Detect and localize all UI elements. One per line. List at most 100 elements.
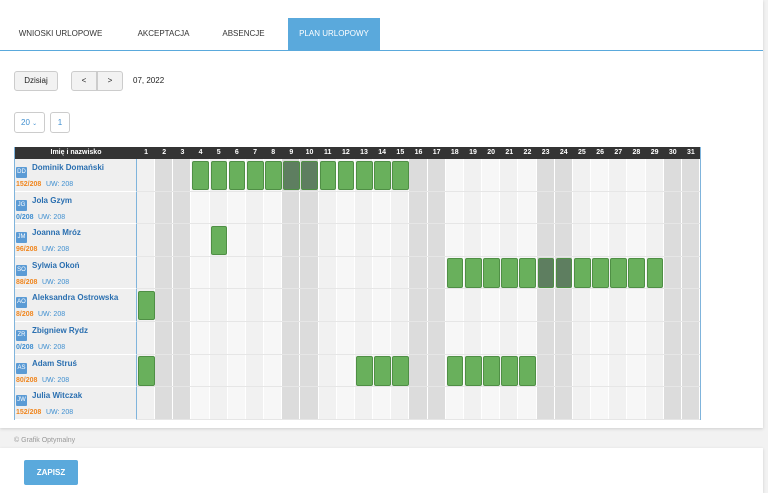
leave-block[interactable]: [355, 356, 373, 386]
employee-name[interactable]: Zbigniew Rydz: [32, 326, 88, 335]
save-card: [0, 448, 763, 493]
day-header: 26: [591, 147, 610, 159]
leave-block[interactable]: [501, 258, 518, 288]
day-header: 2: [155, 147, 174, 159]
leave-block[interactable]: [573, 258, 591, 288]
page-size[interactable]: 20 ⌄: [14, 112, 45, 133]
leave-block[interactable]: [210, 160, 228, 191]
day-header: 9: [282, 147, 301, 159]
today-button[interactable]: Dzisiaj: [14, 71, 58, 91]
used-days: 96/208: [16, 246, 38, 254]
tab[interactable]: AKCEPTACJA: [137, 29, 190, 38]
row-name-cell: [15, 159, 137, 192]
day-header: 14: [373, 147, 392, 159]
leave-block[interactable]: [501, 356, 518, 386]
leave-block[interactable]: [192, 160, 210, 191]
leave-limit: UW: 208: [46, 409, 74, 417]
leave-block[interactable]: [374, 356, 391, 386]
day-column: [282, 159, 301, 420]
day-header: 31: [681, 147, 700, 159]
leave-block[interactable]: [446, 258, 464, 288]
day-header: 30: [663, 147, 682, 159]
leave-block[interactable]: [319, 160, 337, 191]
employee-name[interactable]: Adam Struś: [32, 358, 77, 368]
row-line: [137, 288, 700, 290]
leave-block[interactable]: [301, 160, 319, 191]
row-line: [137, 418, 700, 420]
used-days: 80/208: [16, 376, 38, 384]
leave-block[interactable]: [392, 356, 409, 386]
leave-block[interactable]: [537, 258, 555, 288]
day-column: [227, 159, 246, 420]
day-column: [173, 159, 192, 420]
avatar: SO: [16, 264, 27, 276]
row-line: [137, 353, 700, 355]
tab[interactable]: WNIOSKI URLOPOWE: [18, 29, 103, 38]
leave-block[interactable]: [464, 356, 482, 386]
page-number[interactable]: 1: [50, 112, 70, 133]
employee-name[interactable]: Jola Gzym: [32, 195, 73, 205]
page-size-value: 20: [21, 118, 30, 127]
day-column: [627, 159, 646, 420]
day-column: [463, 159, 483, 420]
used-days: 152/208: [16, 409, 42, 417]
leave-block[interactable]: [228, 160, 246, 191]
leave-block[interactable]: [610, 258, 627, 288]
leave-block[interactable]: [246, 160, 264, 191]
leave-block[interactable]: [374, 160, 391, 191]
leave-block[interactable]: [646, 258, 664, 288]
employee-name[interactable]: Julia Witczak: [32, 391, 83, 401]
avatar: AS: [16, 362, 27, 374]
employee-name[interactable]: Aleksandra Ostrowska: [32, 293, 119, 303]
day-column: [572, 159, 592, 420]
leave-block[interactable]: [355, 160, 373, 191]
employee-name[interactable]: Joanna Mróz: [32, 228, 81, 238]
leave-limit: UW: 208: [42, 246, 70, 254]
day-header: 22: [518, 147, 537, 159]
day-header: 18: [445, 147, 464, 159]
leave-block[interactable]: [592, 258, 609, 288]
row-name-cell: [15, 289, 137, 322]
next-button[interactable]: >: [97, 71, 123, 91]
leave-block[interactable]: [483, 356, 500, 386]
day-column: [518, 159, 537, 420]
leave-block[interactable]: [483, 258, 500, 288]
prev-button[interactable]: <: [71, 71, 97, 91]
employee-name[interactable]: Sylwia Okoń: [32, 260, 80, 270]
tab[interactable]: ABSENCJE: [222, 29, 265, 38]
used-days: 8/208: [16, 311, 34, 319]
leave-limit: UW: 208: [38, 344, 66, 351]
leave-block[interactable]: [265, 160, 282, 191]
leave-block[interactable]: [210, 225, 228, 256]
day-column: [500, 159, 519, 420]
leave-block[interactable]: [464, 258, 482, 288]
leave-block[interactable]: [519, 258, 537, 288]
avatar: ZR: [16, 330, 27, 341]
day-column: [645, 159, 664, 420]
leave-block[interactable]: [138, 356, 155, 386]
leave-block[interactable]: [628, 258, 645, 288]
day-header: 19: [463, 147, 483, 159]
avatar: DD: [16, 167, 27, 178]
leave-block[interactable]: [138, 290, 155, 321]
day-header: 4: [191, 147, 210, 159]
leave-block[interactable]: [283, 160, 300, 191]
day-header: 27: [609, 147, 628, 159]
leave-block[interactable]: [337, 160, 355, 191]
tab[interactable]: PLAN URLOPOWY: [288, 18, 380, 50]
employee-name[interactable]: Dominik Domański: [32, 163, 105, 172]
day-header: 6: [227, 147, 246, 159]
leave-block[interactable]: [519, 356, 537, 386]
day-column: [445, 159, 464, 420]
row-name-cell: [15, 224, 137, 257]
day-column: [609, 159, 628, 420]
day-column: [318, 159, 337, 420]
used-days: 0/208: [16, 344, 34, 351]
save-button[interactable]: ZAPISZ: [24, 460, 78, 485]
leave-block[interactable]: [392, 160, 409, 191]
leave-block[interactable]: [555, 258, 573, 288]
day-column: [536, 159, 555, 420]
day-column: [264, 159, 283, 420]
avatar: JM: [16, 232, 27, 244]
leave-block[interactable]: [446, 356, 464, 386]
